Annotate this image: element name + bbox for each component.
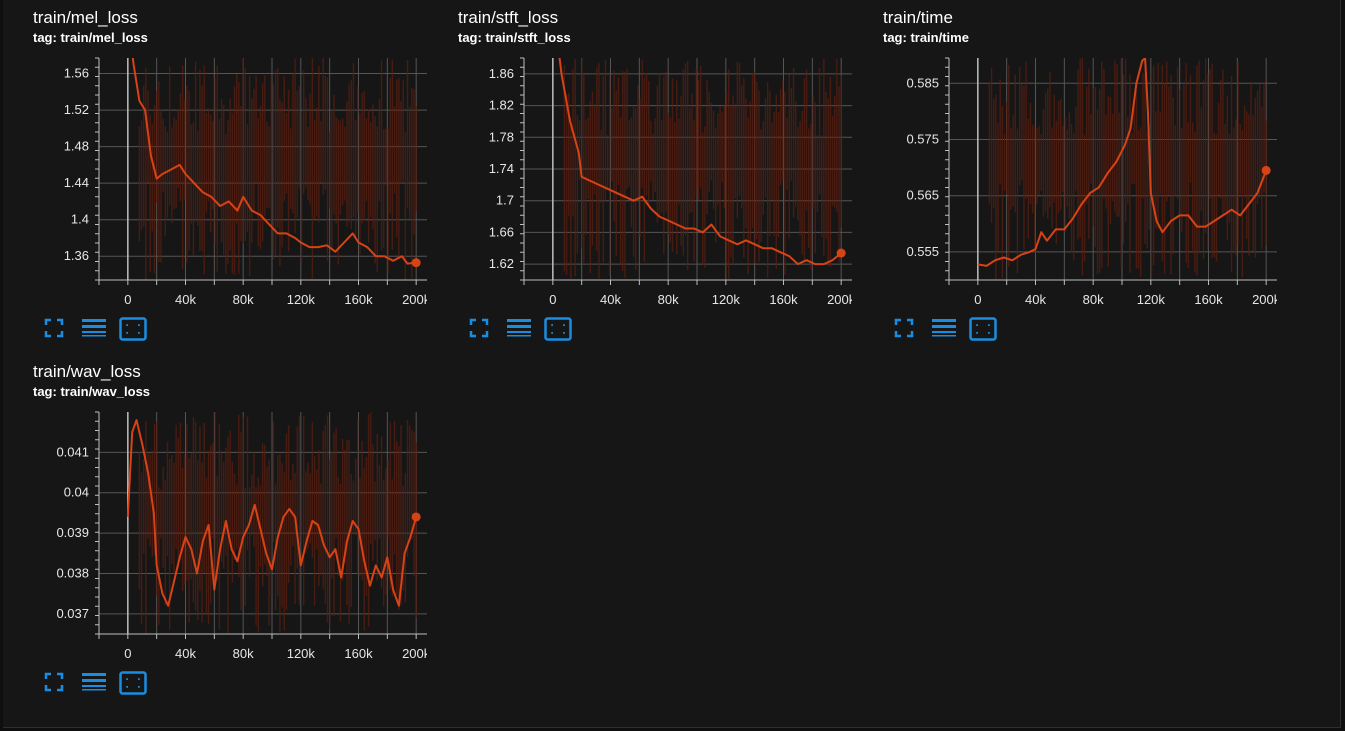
fit-domain-icon [544, 317, 572, 341]
x-tick-label: 40k [1025, 292, 1046, 307]
toggle-log-icon [81, 671, 109, 693]
x-tick-label: 120k [712, 292, 741, 307]
x-tick-label: 80k [233, 292, 254, 307]
y-tick-label: 0.038 [56, 565, 89, 580]
chart-card-stft-loss: 1.62 1.66 1.7 1.74 1.78 1.82 1.86 0 40k 80k 120k 16… [432, 0, 852, 345]
x-tick-label: 40k [175, 646, 196, 661]
toggle-log-icon [931, 317, 959, 339]
fullscreen-icon [893, 317, 921, 339]
raw-series [138, 412, 417, 634]
x-tick-label: 0 [974, 292, 981, 307]
series-line [131, 58, 417, 265]
raw-series [988, 58, 1267, 280]
y-tick-label: 0.585 [906, 75, 939, 90]
y-tick-label: 1.44 [64, 175, 89, 190]
fullscreen-icon [43, 671, 71, 693]
fit-domain-button[interactable] [119, 671, 147, 697]
fit-domain-icon [119, 317, 147, 341]
x-tick-label: 120k [287, 292, 316, 307]
fit-domain-button[interactable] [969, 317, 997, 343]
toggle-log-icon [81, 317, 109, 339]
y-tick-label: 1.52 [64, 102, 89, 117]
fit-domain-icon [119, 671, 147, 695]
chart-title: train/mel_loss [33, 8, 138, 27]
x-tick-label: 200k [402, 646, 427, 661]
toggle-log-button[interactable] [931, 317, 959, 343]
y-tick-label: 1.4 [71, 212, 89, 227]
y-tick-label: 1.48 [64, 139, 89, 154]
y-tick-label: 0.037 [56, 606, 89, 621]
series-line [558, 58, 842, 266]
chart-title: train/stft_loss [458, 8, 559, 27]
series-line [126, 419, 418, 607]
x-tick-label: 80k [233, 646, 254, 661]
x-tick-label: 0 [124, 646, 131, 661]
fullscreen-button[interactable] [893, 317, 921, 343]
series-end-point [411, 258, 421, 268]
chart-plot[interactable]: 1.62 1.66 1.7 1.74 1.78 1.82 1.86 0 40k 80k 120k 16… [432, 0, 852, 310]
y-tick-label: 1.36 [64, 248, 89, 263]
chart-tag: tag: train/time [883, 30, 969, 45]
y-tick-label: 1.78 [489, 129, 514, 144]
x-tick-label: 160k [344, 646, 373, 661]
chart-title: train/wav_loss [33, 362, 141, 381]
fit-domain-icon [969, 317, 997, 341]
fullscreen-icon [468, 317, 496, 339]
x-tick-label: 200k [1252, 292, 1277, 307]
y-tick-label: 0.04 [64, 485, 89, 500]
chart-card-mel-loss: 1.36 1.4 1.44 1.48 1.52 1.56 0 40k 80k 120k 160k 20… [7, 0, 427, 345]
y-tick-label: 1.82 [489, 98, 514, 113]
chart-tag: tag: train/stft_loss [458, 30, 571, 45]
fit-domain-button[interactable] [544, 317, 572, 343]
chart-plot[interactable]: 0.555 0.565 0.575 0.585 0 40k 80k 120k 160k 200k [857, 0, 1277, 310]
y-tick-label: 0.041 [56, 444, 89, 459]
x-tick-label: 200k [827, 292, 852, 307]
y-tick-label: 1.86 [489, 66, 514, 81]
chart-card-time: 0.5550.5650.5750.585040k80k120k160k200k … [857, 0, 1277, 345]
y-tick-label: 0.575 [906, 131, 939, 146]
fit-domain-button[interactable] [119, 317, 147, 343]
toggle-log-icon [506, 317, 534, 339]
x-tick-label: 80k [658, 292, 679, 307]
x-tick-label: 160k [344, 292, 373, 307]
x-tick-label: 120k [1137, 292, 1166, 307]
y-tick-label: 0.555 [906, 244, 939, 259]
y-tick-label: 1.62 [489, 256, 514, 271]
y-tick-label: 1.66 [489, 224, 514, 239]
x-tick-label: 200k [402, 292, 427, 307]
x-tick-label: 80k [1083, 292, 1104, 307]
y-tick-label: 0.565 [906, 188, 939, 203]
x-tick-label: 40k [600, 292, 621, 307]
fullscreen-icon [43, 317, 71, 339]
raw-series [563, 58, 842, 279]
chart-tag: tag: train/mel_loss [33, 30, 148, 45]
toggle-log-button[interactable] [81, 671, 109, 697]
fullscreen-button[interactable] [468, 317, 496, 343]
x-tick-label: 0 [549, 292, 556, 307]
y-tick-label: 1.56 [64, 66, 89, 81]
x-tick-label: 120k [287, 646, 316, 661]
series-line [977, 58, 1268, 267]
chart-tag: tag: train/wav_loss [33, 384, 151, 399]
toggle-log-button[interactable] [81, 317, 109, 343]
y-tick-label: 0.039 [56, 525, 89, 540]
toggle-log-button[interactable] [506, 317, 534, 343]
scalar-dashboard: 1.36 1.4 1.44 1.48 1.52 1.56 0 40k 80k 120k 160k 20… [3, 0, 1341, 728]
x-tick-label: 160k [1194, 292, 1223, 307]
chart-title: train/time [883, 8, 953, 27]
series-end-point [411, 512, 421, 522]
chart-plot[interactable]: 0.037 0.038 0.039 0.04 0.041 0 40k 80k 120k 160k 2… [7, 354, 427, 664]
chart-card-wav-loss: 0.037 0.038 0.039 0.04 0.041 0 40k 80k 120k 160k 2… [7, 354, 427, 699]
y-tick-label: 1.74 [489, 161, 514, 176]
chart-plot[interactable]: 1.36 1.4 1.44 1.48 1.52 1.56 0 40k 80k 120k 160k 20… [7, 0, 427, 310]
y-tick-label: 1.7 [496, 193, 514, 208]
series-end-point [836, 248, 846, 258]
x-tick-label: 40k [175, 292, 196, 307]
fullscreen-button[interactable] [43, 671, 71, 697]
x-tick-label: 160k [769, 292, 798, 307]
x-tick-label: 0 [124, 292, 131, 307]
raw-series [138, 58, 417, 280]
series-end-point [1261, 165, 1271, 175]
fullscreen-button[interactable] [43, 317, 71, 343]
